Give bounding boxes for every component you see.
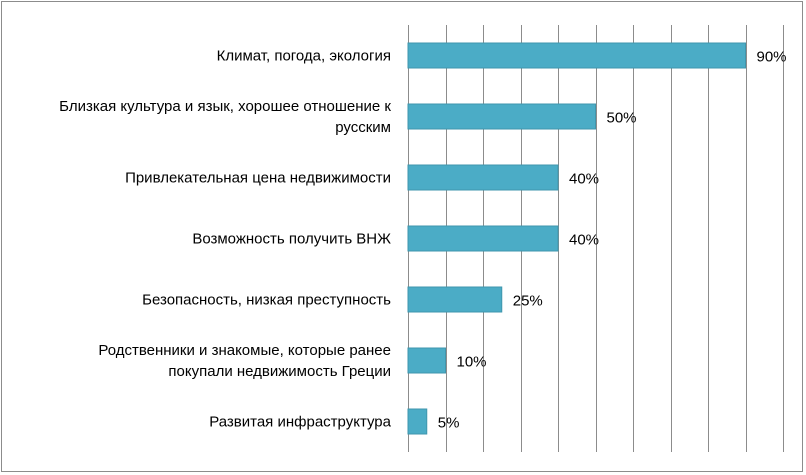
bar bbox=[407, 286, 503, 313]
bar bbox=[407, 103, 596, 130]
category-label: Возможность получить ВНЖ bbox=[192, 231, 391, 248]
data-label: 40% bbox=[569, 232, 599, 249]
category-labels: Климат, погода, экология Близкая культура… bbox=[59, 48, 391, 431]
bar bbox=[407, 347, 446, 374]
category-label: Родственники и знакомые, которые ранее по… bbox=[98, 342, 391, 380]
bar bbox=[407, 42, 746, 69]
data-labels: 90% 50% 40% 40% 25% 10% 5% bbox=[438, 49, 787, 432]
category-label: Привлекательная цена недвижимости bbox=[125, 170, 391, 187]
data-label: 5% bbox=[438, 415, 460, 432]
data-label: 25% bbox=[513, 293, 543, 310]
bar bbox=[407, 408, 428, 435]
bars bbox=[407, 42, 746, 435]
data-label: 50% bbox=[607, 110, 637, 127]
bar bbox=[407, 164, 559, 191]
data-label: 40% bbox=[569, 171, 599, 188]
category-label: Безопасность, низкая преступность bbox=[142, 292, 391, 309]
bar bbox=[407, 225, 559, 252]
category-label: Климат, погода, экология bbox=[217, 48, 391, 65]
category-label: Близкая культура и язык, хорошее отношен… bbox=[59, 98, 391, 136]
category-label: Развитая инфраструктура bbox=[209, 414, 391, 431]
data-label: 10% bbox=[457, 354, 487, 371]
data-label: 90% bbox=[757, 49, 787, 66]
